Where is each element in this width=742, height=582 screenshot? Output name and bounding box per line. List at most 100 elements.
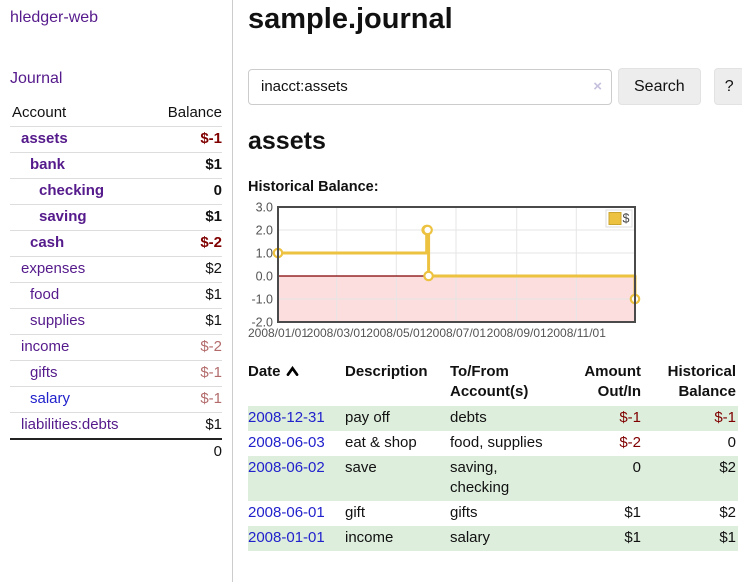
accounts-header-account: Account	[10, 102, 150, 127]
chart-border	[277, 206, 636, 323]
register-header-row: Date Description To/From Account(s) Amount Ou…	[248, 362, 738, 406]
svg-text:1.0: 1.0	[256, 247, 273, 261]
account-link-bank[interactable]: bank	[30, 156, 66, 173]
transaction-amount: $-1	[619, 409, 641, 426]
page-title: sample.journal	[248, 3, 453, 35]
svg-text:2008/09/01: 2008/09/01	[487, 326, 547, 340]
register-header-historical: Historical Balance	[667, 363, 736, 400]
help-button[interactable]: ?	[713, 68, 742, 105]
register-header-description: Description	[345, 363, 428, 380]
svg-text:2008/11/01: 2008/11/01	[547, 326, 606, 340]
transaction-description: save	[345, 459, 377, 476]
sort-ascending-icon	[286, 365, 298, 376]
transaction-balance: $2	[719, 459, 736, 476]
historical-balance-chart: $3.0 2.0 1.0 0.0 -1.0 -2.0 2008/01/01 2008/03/0…	[248, 201, 742, 343]
register-table: Date Description To/From Account(s) Amount Ou…	[248, 362, 738, 551]
main-content: sample.journal × Search ? assets Histori…	[233, 0, 742, 582]
search-box: ×	[248, 68, 612, 105]
account-row: supplies $1	[10, 308, 222, 335]
account-row: liabilities:debts $1	[10, 412, 222, 440]
svg-text:2.0: 2.0	[256, 224, 273, 238]
svg-text:2008/01/01: 2008/01/01	[248, 326, 308, 340]
register-row: 2008-06-02 save saving, checking 0 $2	[248, 456, 738, 501]
transaction-date-link[interactable]: 2008-06-02	[248, 459, 325, 476]
chart-svg: $3.0 2.0 1.0 0.0 -1.0 -2.02008/01/012008/03/0…	[248, 201, 641, 340]
transaction-amount: $-2	[619, 434, 641, 451]
svg-text:3.0: 3.0	[256, 201, 273, 215]
search-input[interactable]	[248, 68, 612, 105]
transaction-date-link[interactable]: 2008-06-03	[248, 434, 325, 451]
svg-text:2008/07/01: 2008/07/01	[426, 326, 486, 340]
account-balance: $-1	[149, 386, 222, 413]
account-link-supplies[interactable]: supplies	[30, 312, 86, 329]
transaction-description: eat & shop	[345, 434, 417, 451]
transaction-amount: $1	[624, 504, 641, 521]
account-balance: $1	[149, 308, 222, 335]
transaction-balance: $-1	[714, 409, 736, 426]
account-row: food $1	[10, 282, 222, 309]
account-link-liabilities-debts[interactable]: liabilities:debts	[21, 416, 119, 433]
account-balance: $1	[149, 152, 222, 179]
transaction-balance: 0	[727, 434, 736, 451]
account-balance: 0	[149, 178, 222, 205]
transaction-date-link[interactable]: 2008-01-01	[248, 529, 325, 546]
account-link-assets[interactable]: assets	[21, 130, 68, 147]
account-balance: $-2	[149, 334, 222, 361]
account-link-food[interactable]: food	[30, 286, 60, 303]
account-balance: $-1	[149, 360, 222, 387]
register-header-date: Date	[248, 362, 345, 406]
account-link-income[interactable]: income	[21, 338, 70, 355]
transaction-amount: $1	[624, 529, 641, 546]
register-row: 2008-06-03 eat & shop food, supplies $-2 0	[248, 431, 738, 456]
transaction-description: pay off	[345, 409, 390, 426]
clear-search-icon[interactable]: ×	[593, 77, 602, 95]
svg-text:2008/03/01: 2008/03/01	[307, 326, 367, 340]
account-row: assets $-1	[10, 126, 222, 153]
svg-text:-1.0: -1.0	[251, 293, 273, 307]
accounts-total-row: 0	[10, 438, 222, 465]
account-link-saving[interactable]: saving	[39, 208, 87, 225]
account-row: gifts $-1	[10, 360, 222, 387]
transaction-accounts: debts	[450, 409, 487, 426]
chart-legend: $	[605, 209, 633, 228]
accounts-header-row: Account Balance	[10, 102, 222, 127]
transaction-date-link[interactable]: 2008-12-31	[248, 409, 325, 426]
account-row: bank $1	[10, 152, 222, 179]
svg-text:-2.0: -2.0	[251, 316, 273, 330]
nav-journal-link[interactable]: Journal	[10, 70, 63, 87]
sidebar: hledger-web Journal Account Balance asse…	[0, 0, 233, 582]
accounts-total-value: 0	[149, 438, 222, 465]
chart-point	[423, 270, 434, 282]
account-link-checking[interactable]: checking	[39, 182, 105, 199]
chart-title: Historical Balance:	[248, 179, 379, 195]
account-row: cash $-2	[10, 230, 222, 257]
account-balance: $-2	[149, 230, 222, 257]
account-link-salary[interactable]: salary	[30, 390, 71, 407]
transaction-accounts: salary	[450, 529, 491, 546]
account-balance: $1	[149, 282, 222, 309]
register-row: 2008-06-01 gift gifts $1 $2	[248, 501, 738, 526]
register-header-to-from: To/From Account(s)	[450, 363, 529, 400]
transaction-accounts: saving, checking	[450, 459, 510, 496]
transaction-balance: $1	[719, 529, 736, 546]
chart-point	[422, 224, 433, 236]
accounts-header-balance: Balance	[149, 102, 222, 127]
account-link-cash[interactable]: cash	[30, 234, 65, 251]
accounts-table: Account Balance assets $-1 bank $1 checking 0…	[10, 102, 222, 465]
legend-label: $	[623, 212, 630, 226]
svg-text:0.0: 0.0	[256, 270, 273, 284]
account-row: expenses $2	[10, 256, 222, 283]
register-row: 2008-12-31 pay off debts $-1 $-1	[248, 406, 738, 431]
register-row: 2008-01-01 income salary $1 $1	[248, 526, 738, 551]
transaction-amount: 0	[632, 459, 641, 476]
account-balance: $-1	[149, 126, 222, 153]
account-balance: $1	[149, 204, 222, 231]
app-title-link[interactable]: hledger-web	[10, 9, 99, 26]
transaction-date-link[interactable]: 2008-06-01	[248, 504, 325, 521]
account-heading: assets	[248, 127, 326, 155]
account-link-gifts[interactable]: gifts	[30, 364, 58, 381]
account-row: income $-2	[10, 334, 222, 361]
search-button[interactable]: Search	[618, 68, 701, 105]
account-link-expenses[interactable]: expenses	[21, 260, 86, 277]
